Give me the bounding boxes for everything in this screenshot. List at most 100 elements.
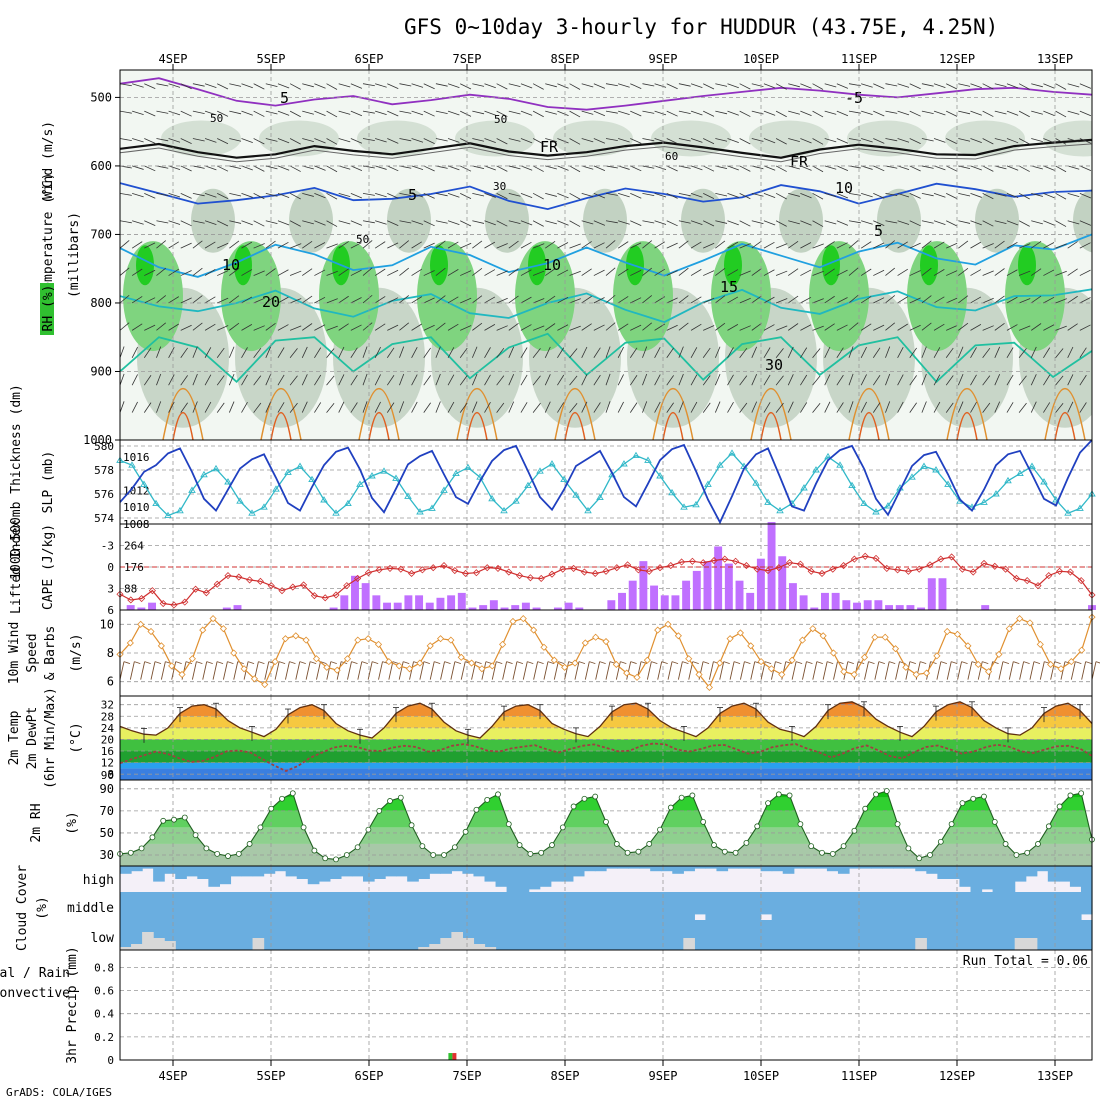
- wind-barb: [739, 347, 748, 359]
- cloud-bar-low: [594, 920, 607, 950]
- wind-barb: [921, 295, 932, 304]
- run-total: Run Total = 0.06: [963, 954, 1088, 969]
- rh-marker: [473, 806, 480, 813]
- legend-convective: Convective: [0, 986, 70, 1001]
- wind-barb: [545, 295, 556, 304]
- wind-barb: [411, 110, 424, 116]
- cloud-bar-low: [385, 920, 397, 950]
- wind-barb: [527, 661, 534, 665]
- wind-barb: [970, 296, 982, 304]
- temp-contour-25: [554, 388, 596, 440]
- wind-barb: [372, 661, 379, 665]
- wind-barb: [399, 373, 405, 386]
- cloud-bar-middle: [837, 892, 850, 920]
- wind-barb: [192, 110, 205, 114]
- temp-contour-30: [760, 412, 782, 440]
- cloud-bar-low: [705, 920, 718, 950]
- wind-barb: [885, 322, 896, 331]
- wind-barb: [642, 346, 648, 358]
- wind-barb: [144, 242, 156, 249]
- wind-barb: [642, 192, 655, 197]
- cloud-bar-low: [606, 920, 618, 950]
- y-tick-label: 0.6: [94, 985, 114, 998]
- wind-barb: [970, 192, 982, 198]
- cloud-bar-middle: [329, 892, 342, 920]
- cloud-bar-low: [860, 920, 872, 950]
- wind-barb: [361, 661, 368, 665]
- wind-marker: [891, 645, 900, 653]
- wind-barb: [933, 296, 945, 304]
- wind-marker: [488, 662, 496, 670]
- wind-barb: [617, 374, 624, 386]
- wind-barb: [822, 661, 828, 680]
- cloud-bar-low: [374, 920, 386, 950]
- cloud-bar-middle: [738, 892, 751, 920]
- li-marker: [645, 567, 653, 575]
- wind-barb: [411, 165, 424, 171]
- wind-barb: [557, 83, 569, 89]
- wind-barb: [970, 138, 982, 143]
- wind-marker: [354, 636, 362, 644]
- wind-barb: [326, 375, 335, 386]
- wind-barb: [314, 83, 326, 89]
- wind-barb: [212, 661, 218, 680]
- thickness-marker: [716, 461, 724, 468]
- wind-barb: [946, 138, 958, 145]
- cloud-bar-low: [694, 920, 707, 950]
- wind-barb: [824, 241, 835, 249]
- cape-bar: [233, 605, 242, 610]
- wind-barb: [277, 402, 285, 413]
- cape-bar: [650, 585, 659, 610]
- cloud-bar-middle: [351, 892, 364, 920]
- thickness-marker: [428, 504, 436, 511]
- li-marker: [300, 581, 308, 589]
- wind-barb: [326, 165, 338, 173]
- wind-barb: [1055, 375, 1064, 386]
- wind-barb: [654, 346, 661, 358]
- rh-marker: [948, 821, 955, 828]
- wind-barb: [1091, 275, 1092, 276]
- cape-bar: [821, 592, 829, 610]
- li-marker: [1066, 568, 1074, 576]
- wind-barb: [569, 270, 581, 276]
- rh-marker: [743, 839, 750, 846]
- wind-barb: [678, 401, 684, 413]
- wind-barb: [861, 110, 873, 116]
- cape-bar: [500, 607, 509, 610]
- cloud-bar-high: [462, 866, 475, 874]
- li-marker: [948, 553, 956, 561]
- wind-barb: [338, 374, 345, 386]
- cape-bar: [724, 563, 733, 610]
- li-marker: [1045, 572, 1053, 580]
- wind-barb: [350, 192, 363, 199]
- wind-barb: [131, 241, 143, 249]
- wind-barb: [289, 375, 298, 386]
- wind-barb: [873, 242, 885, 249]
- wind-barb: [1067, 138, 1080, 143]
- wind-barb: [484, 324, 496, 331]
- li-marker: [256, 577, 264, 585]
- wind-marker: [447, 636, 455, 644]
- wind-barb: [265, 220, 278, 225]
- wind-barb: [520, 269, 532, 276]
- li-marker: [246, 576, 254, 584]
- wind-barb: [399, 240, 410, 249]
- wind-barb: [739, 325, 751, 331]
- wind-barb: [277, 296, 289, 304]
- wind-barb: [678, 192, 691, 197]
- rh-band: [120, 797, 1092, 811]
- li-marker: [1077, 577, 1085, 585]
- cloud-bar-low: [528, 920, 541, 950]
- cloud-gap: [142, 932, 154, 950]
- wind-barb: [289, 83, 301, 90]
- wind-barb: [751, 220, 764, 225]
- wind-barb: [593, 402, 601, 413]
- wind-barb: [387, 324, 399, 331]
- wind-barb: [970, 269, 982, 276]
- temp-contour-25: [750, 388, 792, 440]
- cloud-bar-middle: [948, 892, 961, 920]
- wind-barb: [204, 138, 217, 143]
- wind-barb: [642, 240, 653, 249]
- wind-barb: [1055, 192, 1067, 200]
- wind-barb: [484, 374, 491, 386]
